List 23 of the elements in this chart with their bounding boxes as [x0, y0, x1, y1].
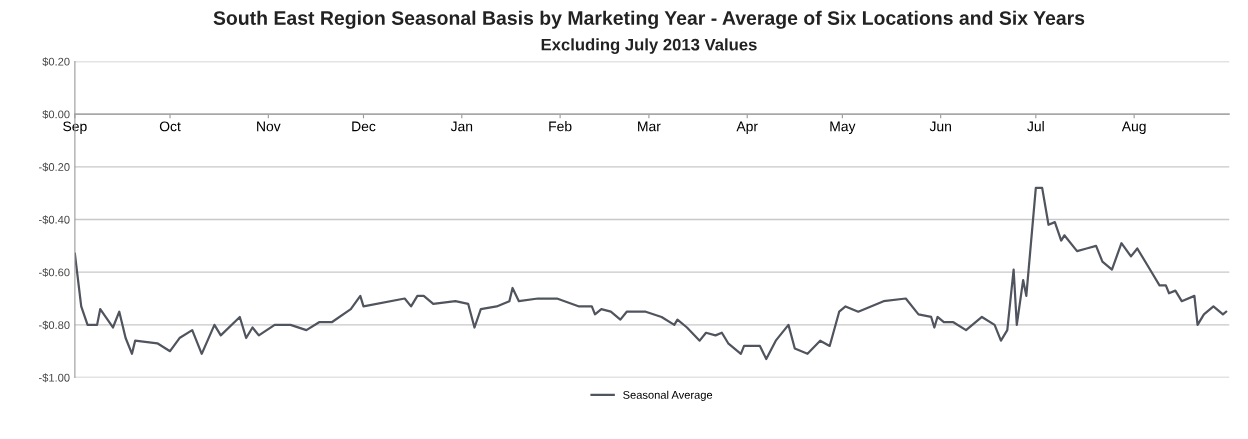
x-tick-label: Feb: [549, 121, 572, 132]
y-tick-label: -$0.60: [39, 267, 70, 277]
chart-title: South East Region Seasonal Basis by Marketing Year - Average of Six Locations and Six Years: [213, 10, 1085, 29]
x-tick-label: Oct: [159, 121, 181, 132]
y-tick-label: $0.20: [42, 57, 70, 67]
x-tick-label: May: [830, 121, 856, 135]
chart-subtitle: Excluding July 2013 Values: [541, 38, 757, 54]
x-tick-label: Dec: [352, 121, 376, 132]
x-tick-label: Apr: [736, 121, 758, 135]
line-series: [74, 186, 1228, 361]
x-tick-label: Jul: [1027, 121, 1044, 132]
y-tick-label: -$0.40: [39, 215, 70, 225]
y-tick-label: -$0.80: [39, 320, 70, 330]
y-tick-label: -$1.00: [39, 373, 70, 383]
x-tick-label: Jan: [450, 121, 473, 132]
legend-label: Seasonal Average: [623, 390, 713, 402]
x-tick-label: Nov: [257, 121, 281, 132]
x-tick-label: Aug: [1121, 121, 1146, 135]
y-tick-label: -$0.20: [39, 162, 70, 172]
y-tick-label: $0.00: [42, 109, 70, 119]
x-tick-label: Sep: [63, 121, 87, 135]
x-tick-label: Jun: [929, 121, 951, 132]
x-tick-label: Mar: [638, 121, 661, 132]
